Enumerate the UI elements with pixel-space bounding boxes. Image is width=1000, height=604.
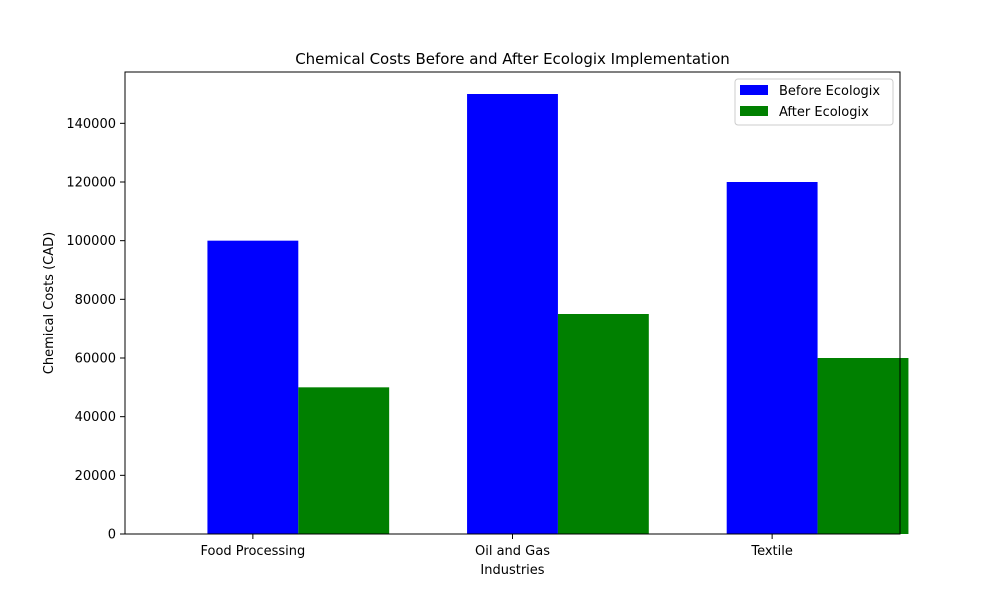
y-tick-label: 0: [108, 528, 116, 543]
bar-after-1: [557, 314, 649, 534]
x-axis-label: Industries: [480, 563, 544, 578]
y-tick-label: 100000: [66, 234, 116, 249]
y-tick-label: 120000: [66, 176, 116, 191]
y-tick-label: 140000: [66, 117, 116, 132]
x-tick-label: Food Processing: [201, 544, 306, 559]
bar-before-0: [207, 240, 299, 535]
y-tick-label: 20000: [75, 469, 116, 484]
legend-swatch-before: [740, 85, 768, 95]
x-tick-label: Oil and Gas: [475, 544, 550, 559]
y-tick-label: 80000: [75, 293, 116, 308]
chart-title: Chemical Costs Before and After Ecologix…: [295, 50, 730, 68]
legend-box: [734, 78, 894, 126]
x-axis: Food Processing Oil and Gas Textile: [201, 534, 793, 559]
bar-before-1: [467, 94, 558, 534]
bar-after-0: [298, 387, 390, 534]
bar-after-2: [817, 358, 909, 534]
legend-label-before: Before Ecologix: [779, 84, 880, 99]
legend-swatch-after: [740, 106, 768, 116]
bars-layer: [207, 94, 909, 535]
y-tick-label: 40000: [75, 410, 116, 425]
x-tick-label: Textile: [750, 544, 793, 559]
y-axis-label: Chemical Costs (CAD): [42, 232, 57, 374]
bar-before-2: [726, 182, 818, 534]
y-axis: 0 20000 40000 60000 80000 100000 120000 140000: [66, 117, 125, 543]
legend-label-after: After Ecologix: [779, 105, 869, 120]
y-tick-label: 60000: [75, 352, 116, 367]
legend: Before Ecologix After Ecologix: [734, 78, 894, 126]
